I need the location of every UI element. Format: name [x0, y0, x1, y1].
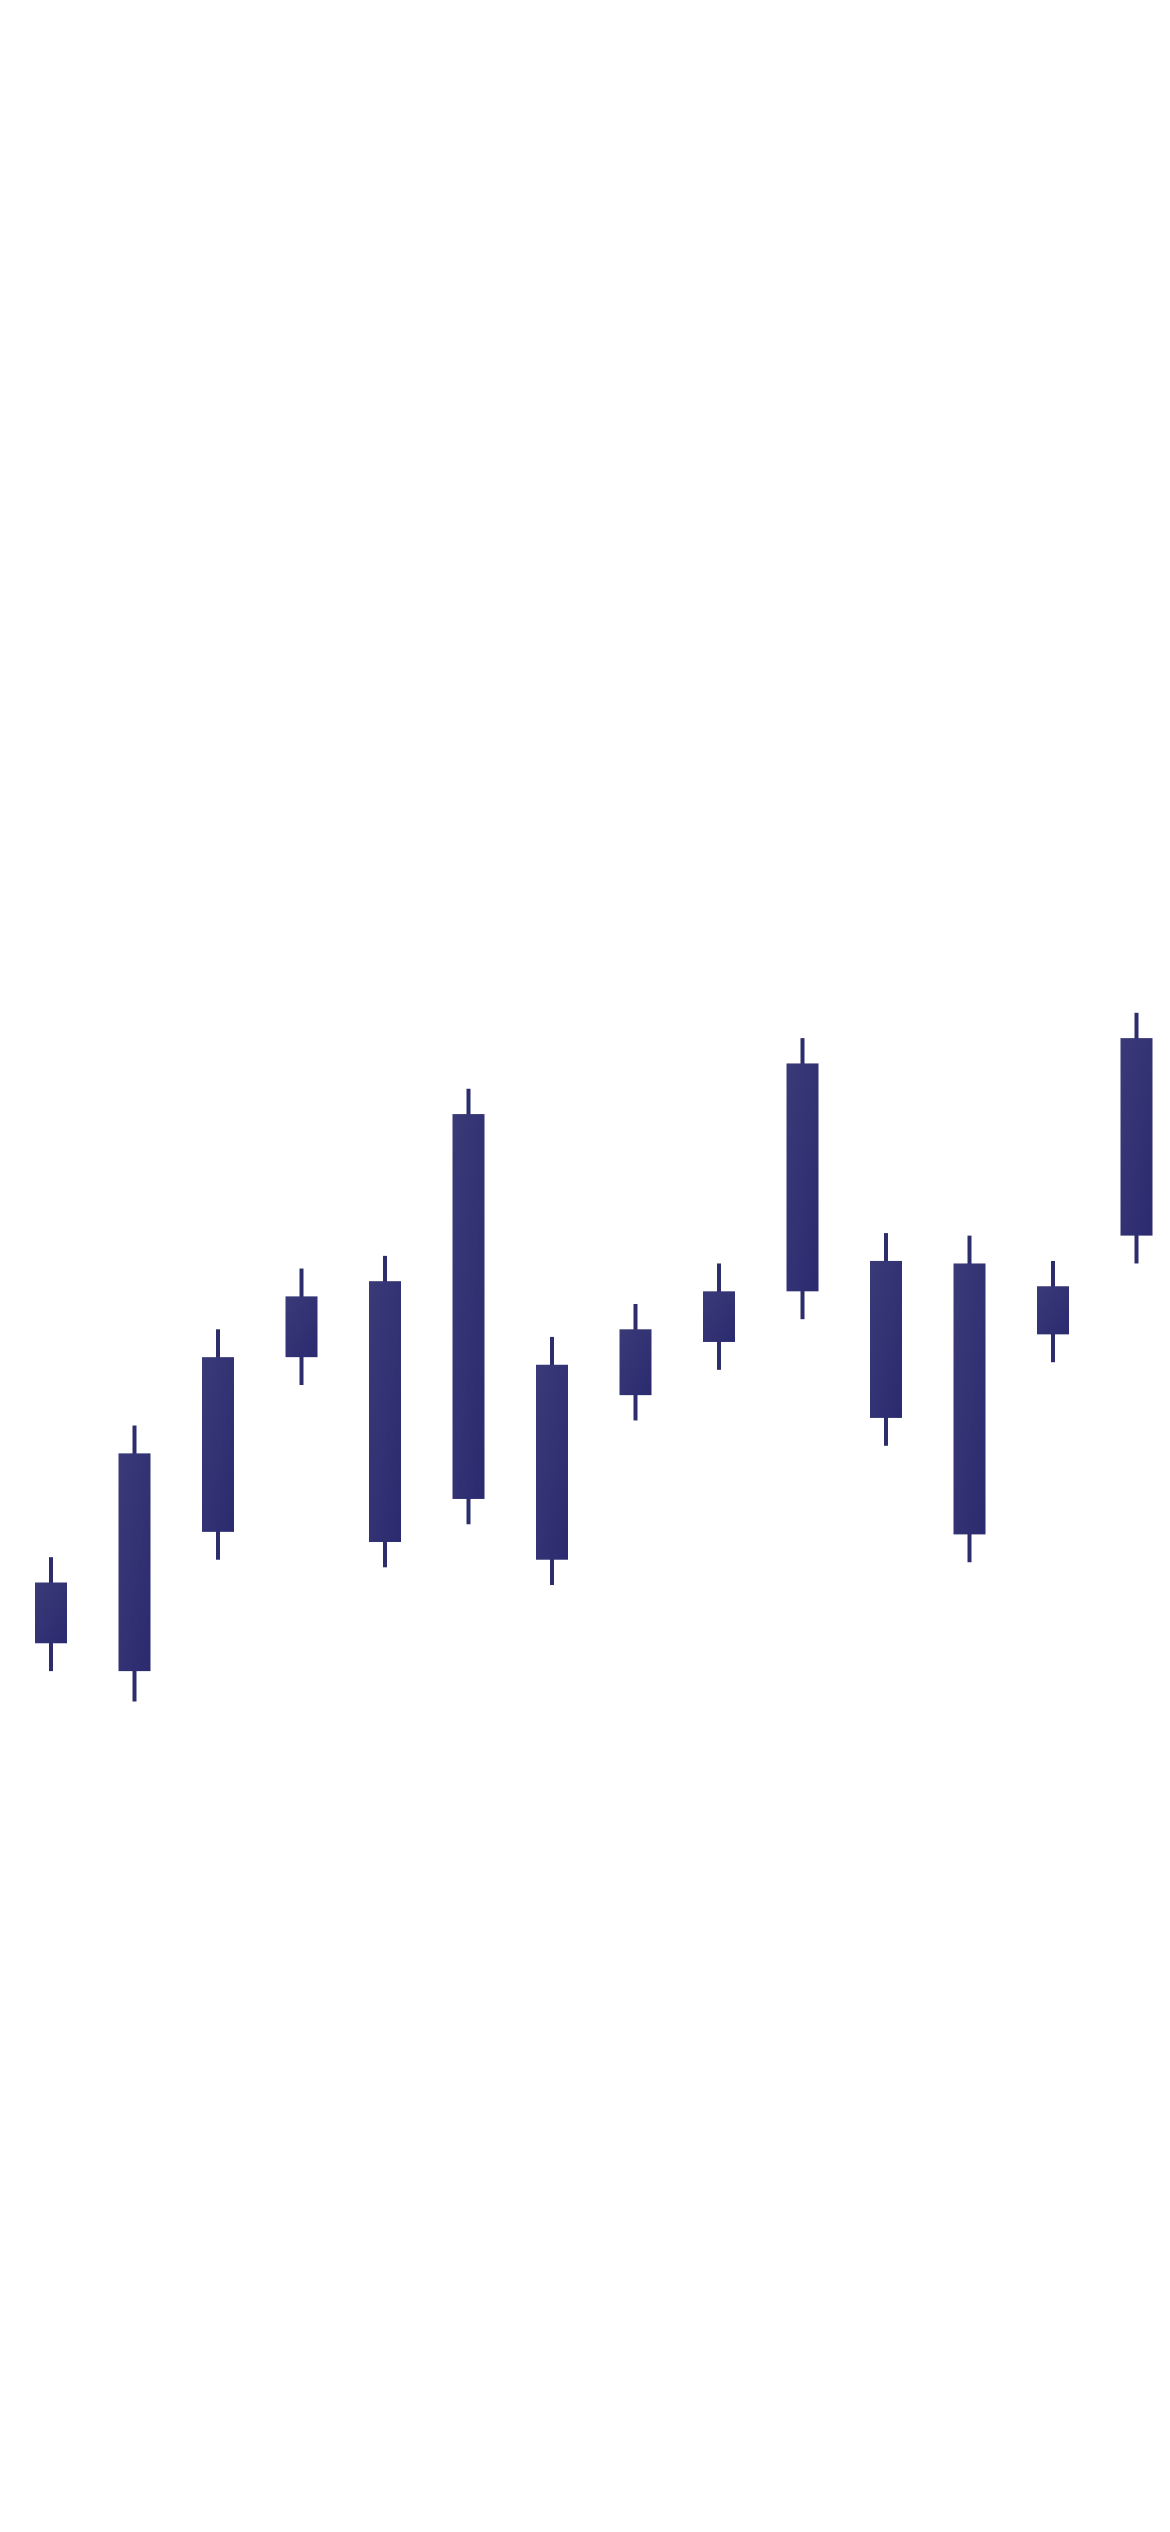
candle-5	[369, 1255, 401, 1568]
candle-9	[703, 1263, 735, 1370]
candle-body	[285, 1296, 318, 1358]
candle-12	[953, 1235, 986, 1563]
candle-body	[452, 1114, 485, 1499]
candle-body	[369, 1281, 401, 1542]
candle-body	[118, 1453, 151, 1672]
candle-body	[619, 1329, 652, 1396]
candle-body	[35, 1582, 67, 1644]
candle-body	[1037, 1286, 1069, 1335]
candle-10	[786, 1038, 819, 1320]
candle-11	[870, 1233, 902, 1446]
candle-body	[953, 1263, 986, 1535]
candle-8	[619, 1303, 652, 1421]
candle-13	[1037, 1260, 1069, 1363]
candle-4	[285, 1268, 318, 1386]
candle-3	[202, 1329, 234, 1560]
candle-body	[536, 1364, 568, 1560]
candle-14	[1120, 1012, 1153, 1264]
candle-2	[118, 1425, 151, 1702]
candle-body	[202, 1357, 234, 1532]
candle-body	[1120, 1038, 1153, 1236]
candle-1	[35, 1557, 67, 1672]
candle-6	[452, 1088, 485, 1525]
candle-body	[786, 1063, 819, 1292]
candle-body	[870, 1260, 902, 1418]
candle-7	[536, 1336, 568, 1586]
candle-body	[703, 1291, 735, 1342]
candles-layer	[35, 1012, 1153, 1702]
